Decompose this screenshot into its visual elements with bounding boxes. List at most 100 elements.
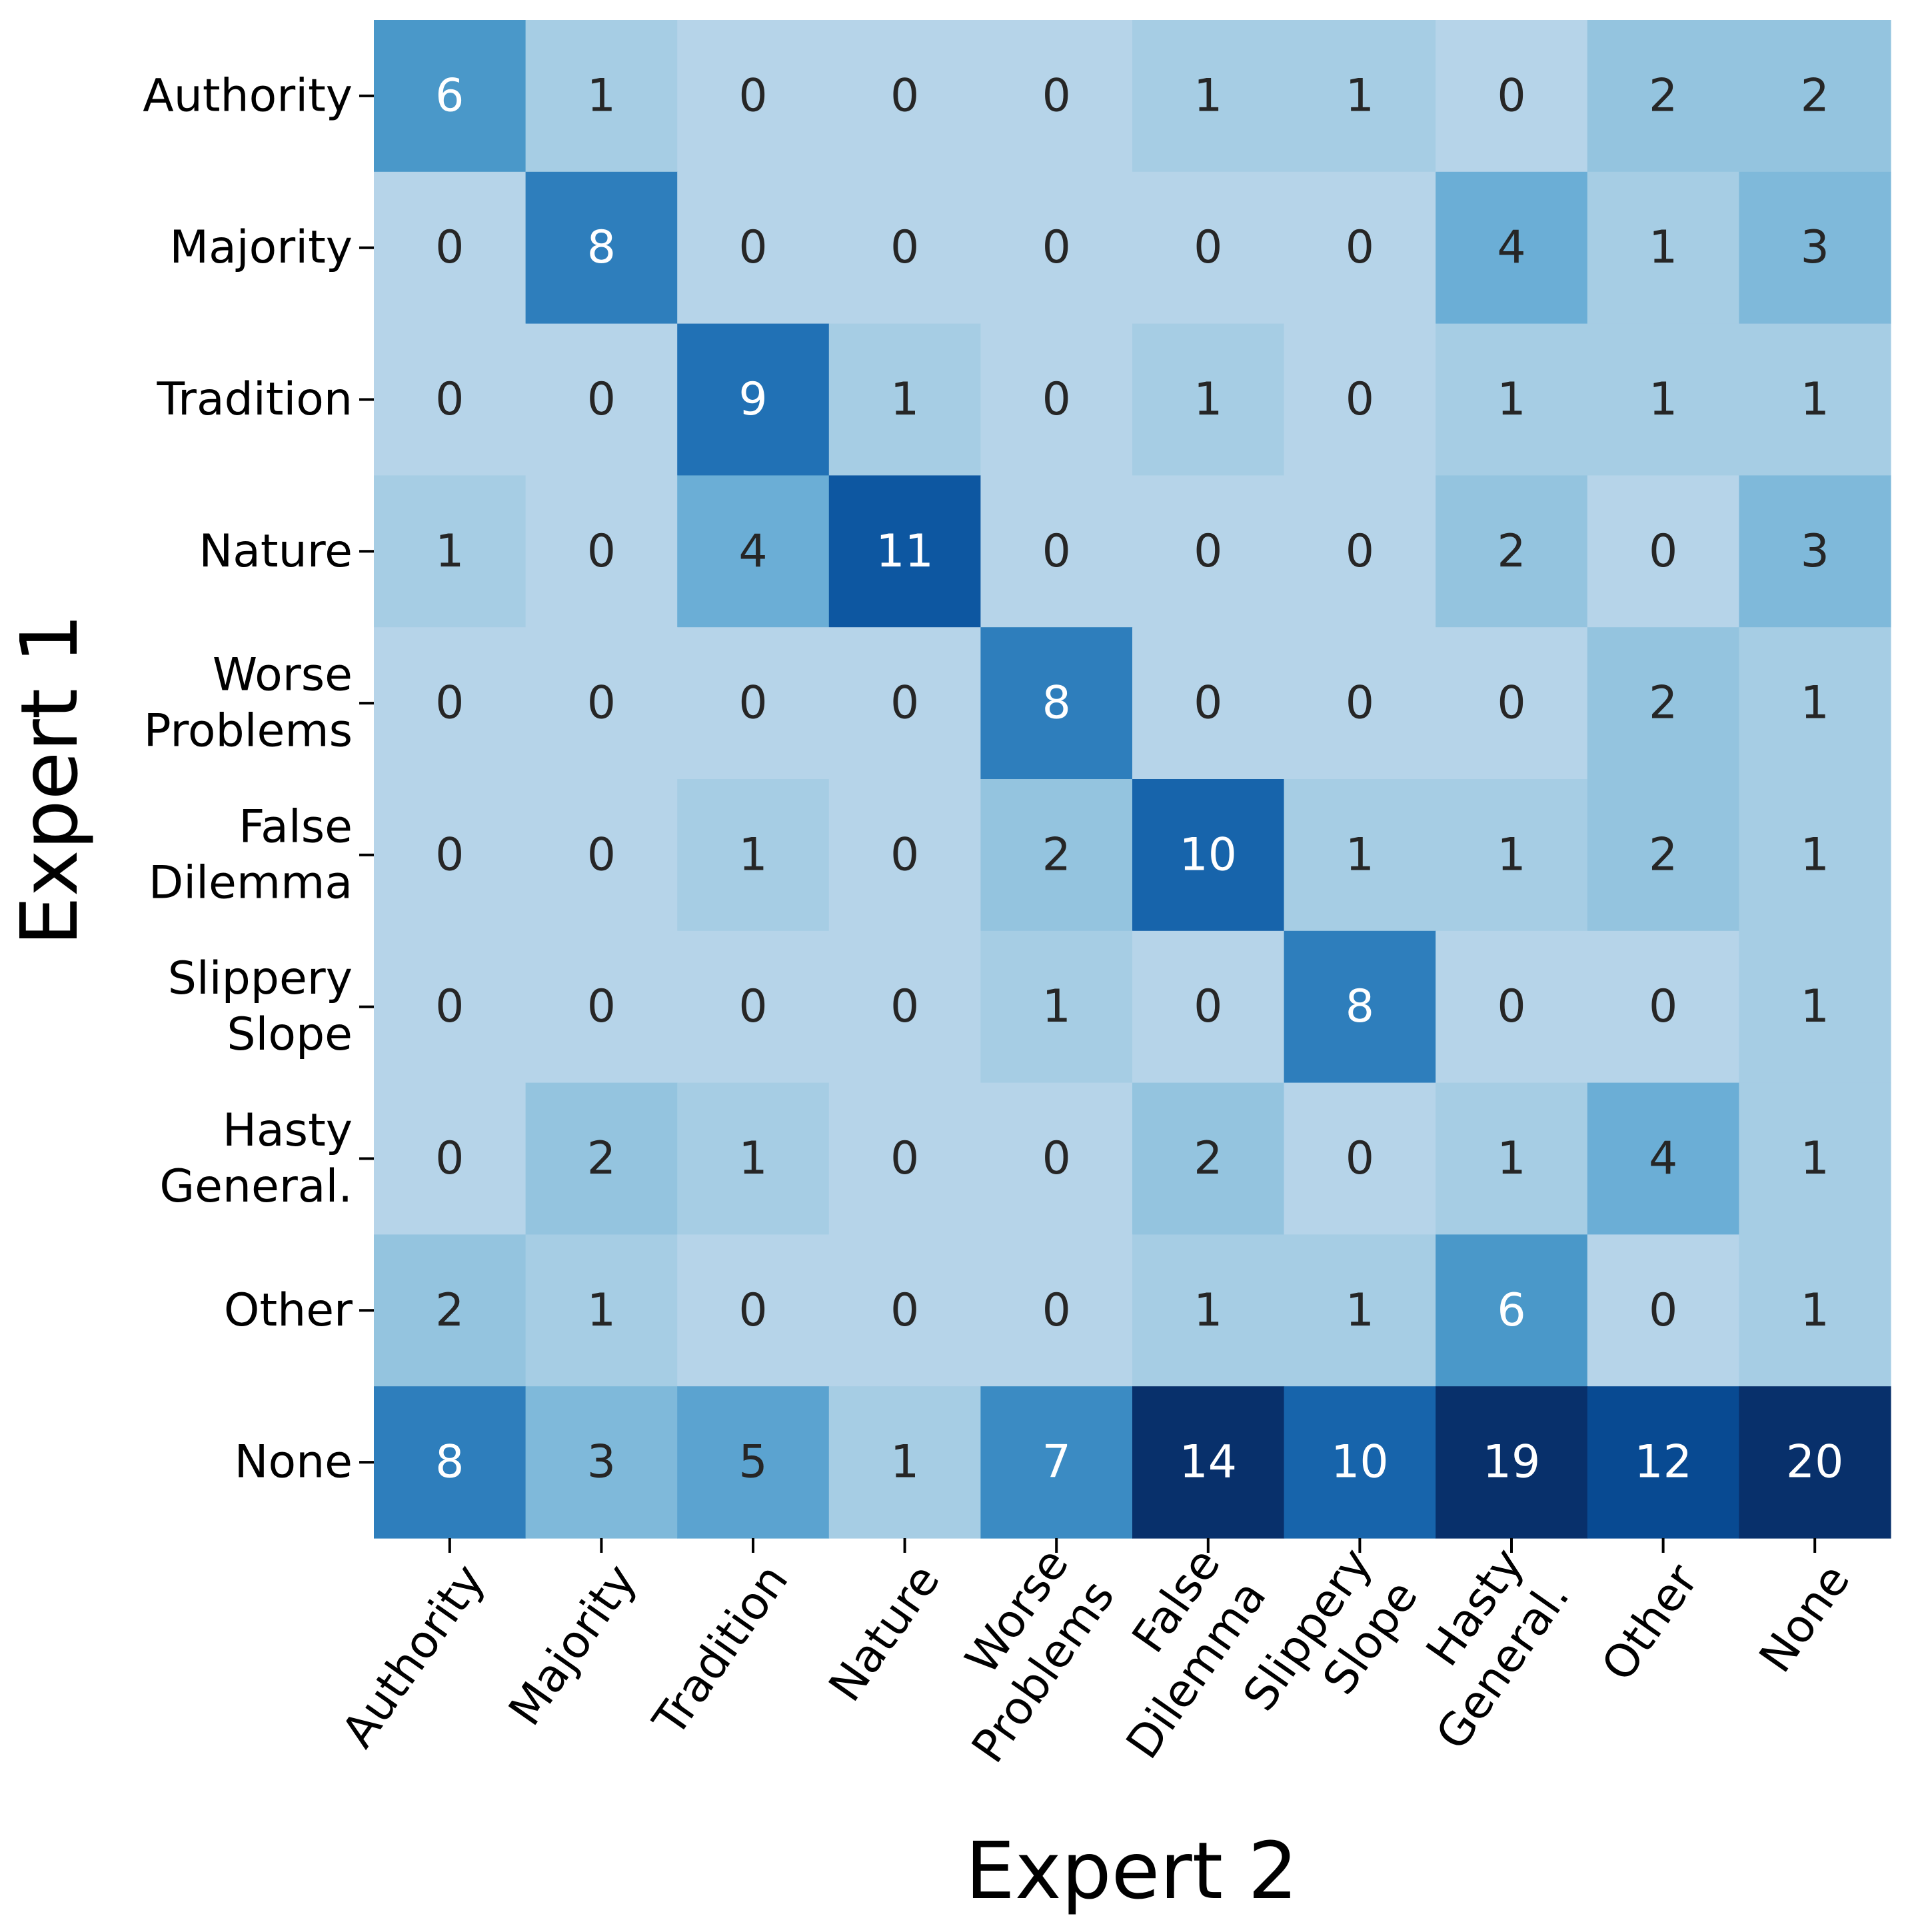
cell-value-label: 1 [1497, 828, 1525, 881]
cell-value-label: 0 [890, 1132, 919, 1185]
cell-value-label: 0 [738, 1284, 767, 1337]
heatmap-cell [1132, 171, 1285, 325]
cell-value-label: 0 [587, 525, 616, 578]
heatmap-cell [1435, 1234, 1588, 1387]
heatmap-cell [1284, 779, 1436, 932]
cell-value-label: 2 [1649, 828, 1677, 881]
cell-value-label: 0 [738, 221, 767, 274]
heatmap-cell [374, 171, 526, 325]
heatmap-cell [828, 779, 981, 932]
heatmap-cell [1132, 627, 1285, 780]
heatmap-cell [1739, 779, 1891, 932]
cell-value-label: 8 [435, 1436, 464, 1489]
cell-value-label: 2 [1649, 69, 1677, 122]
heatmap-cell [525, 1234, 678, 1387]
cell-value-label: 0 [890, 980, 919, 1033]
x-tick-label: SlipperySlope [1234, 1539, 1429, 1753]
cell-value-label: 0 [738, 980, 767, 1033]
heatmap-cell [677, 1234, 830, 1387]
cell-value-label: 0 [1649, 980, 1677, 1033]
cell-value-label: 2 [1497, 525, 1525, 578]
y-tick-label: Other [224, 1284, 353, 1337]
heatmap-cell [677, 171, 830, 325]
heatmap-cell [828, 1082, 981, 1235]
cell-value-label: 2 [1194, 1132, 1222, 1185]
heatmap-cell [1132, 1386, 1285, 1539]
cell-value-label: 3 [1801, 525, 1829, 578]
heatmap-cell [1587, 475, 1739, 628]
x-tick-label: Majority [499, 1555, 647, 1735]
cell-value-label: 2 [435, 1284, 464, 1337]
heatmap-cell [374, 930, 526, 1084]
heatmap-cell [525, 627, 678, 780]
cell-value-label: 0 [435, 980, 464, 1033]
cell-value-label: 1 [1497, 1132, 1525, 1185]
heatmap-cell [1435, 779, 1588, 932]
heatmap-cell [1435, 323, 1588, 476]
heatmap-cell [1284, 323, 1436, 476]
heatmap-cell [980, 323, 1133, 476]
heatmap-cell [980, 627, 1133, 780]
cell-value-label: 0 [587, 980, 616, 1033]
heatmap-cell [677, 323, 830, 476]
cell-value-label: 1 [1042, 980, 1071, 1033]
cell-value-label: 1 [1801, 980, 1829, 1033]
cell-value-label: 1 [890, 373, 919, 426]
heatmap-cell [828, 1234, 981, 1387]
cell-value-label: 1 [587, 1284, 616, 1337]
heatmap-cell [1739, 1082, 1891, 1235]
heatmap-cell [980, 1386, 1133, 1539]
heatmap-cell [1132, 20, 1285, 173]
cell-value-label: 0 [435, 1132, 464, 1185]
cell-value-label: 2 [587, 1132, 616, 1185]
heatmap-cell [374, 627, 526, 780]
heatmap-cell [1284, 1082, 1436, 1235]
heatmap-cell [980, 475, 1133, 628]
heatmap-cell [374, 1234, 526, 1387]
heatmap-cell [1587, 1082, 1739, 1235]
x-tick-label: WorseProblems [916, 1539, 1125, 1772]
cell-value-label: 0 [890, 221, 919, 274]
cell-value-label: 1 [1346, 828, 1374, 881]
heatmap-cell [374, 475, 526, 628]
heatmap-cell [525, 1386, 678, 1539]
heatmap-cell [1587, 1234, 1739, 1387]
heatmap-cell [1132, 779, 1285, 932]
cell-value-label: 0 [1497, 69, 1525, 122]
heatmap-cell [525, 1082, 678, 1235]
cell-value-label: 0 [890, 1284, 919, 1337]
cell-value-label: 10 [1331, 1436, 1389, 1489]
heatmap-cell [828, 171, 981, 325]
cell-value-label: 0 [1194, 677, 1222, 730]
heatmap-cell [1739, 1386, 1891, 1539]
cell-value-label: 0 [435, 221, 464, 274]
cell-value-label: 0 [435, 373, 464, 426]
heatmap-cell [1587, 323, 1739, 476]
heatmap-cell [1739, 1234, 1891, 1387]
cell-value-label: 0 [1042, 1132, 1071, 1185]
cell-value-label: 0 [435, 828, 464, 881]
cell-value-label: 1 [1801, 828, 1829, 881]
heatmap-cell [1435, 930, 1588, 1084]
cell-value-label: 0 [1497, 980, 1525, 1033]
heatmap-cell [828, 1386, 981, 1539]
cell-value-label: 0 [1042, 525, 1071, 578]
cell-value-label: 0 [738, 677, 767, 730]
heatmap-cell [1284, 475, 1436, 628]
heatmap-cell [525, 171, 678, 325]
cell-value-label: 0 [1346, 221, 1374, 274]
cell-value-label: 1 [1801, 1284, 1829, 1337]
heatmap-cell [1132, 475, 1285, 628]
heatmap-cell [677, 20, 830, 173]
heatmap-cell [677, 475, 830, 628]
heatmap-cell [1284, 930, 1436, 1084]
heatmap-cell [374, 323, 526, 476]
heatmap-cell [828, 627, 981, 780]
cell-value-label: 0 [587, 828, 616, 881]
y-axis-title: Expert 1 [3, 613, 95, 946]
heatmap-cell [1132, 1082, 1285, 1235]
heatmap-cell [1132, 323, 1285, 476]
heatmap-cell [525, 779, 678, 932]
cell-value-label: 1 [1346, 1284, 1374, 1337]
